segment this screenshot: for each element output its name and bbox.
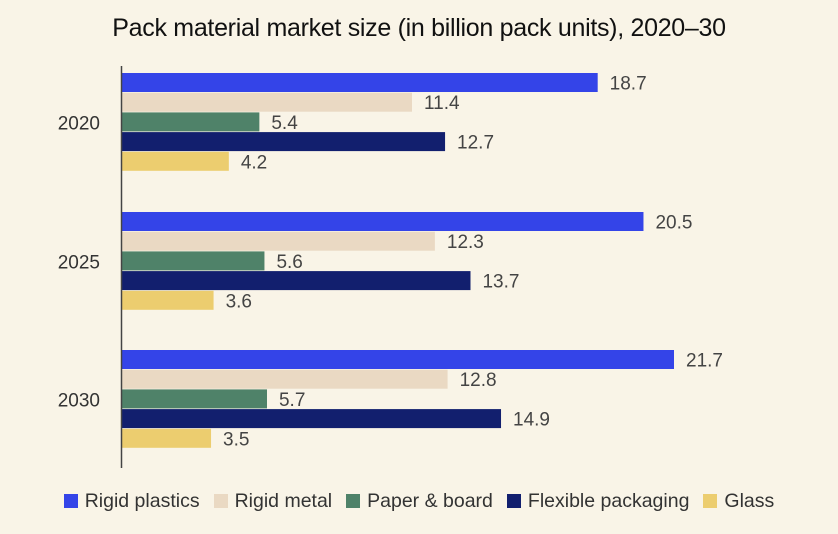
category-label-2020: 2020	[58, 113, 100, 134]
bar-paper-board-2020	[122, 112, 260, 132]
legend-swatch-rigid-plastics	[63, 494, 78, 508]
legend-label-paper-board: Paper & board	[367, 489, 493, 512]
bar-rigid-metal-2025	[122, 231, 435, 251]
legend-swatch-glass	[703, 494, 718, 508]
bar-rigid-metal-2030	[122, 369, 448, 389]
data-label-glass-2030: 3.5	[223, 429, 249, 450]
legend-label-flexible-packaging: Flexible packaging	[527, 489, 690, 512]
bar-rigid-plastics-2030	[122, 350, 674, 369]
legend-swatch-rigid-metal	[213, 494, 228, 508]
data-label-glass-2025: 3.6	[226, 291, 252, 312]
bar-rigid-plastics-2020	[122, 73, 598, 92]
data-label-rigid-plastics-2020: 18.7	[610, 74, 647, 95]
data-label-glass-2020: 4.2	[241, 152, 267, 173]
data-label-flexible-packaging-2025: 13.7	[482, 272, 519, 293]
bar-paper-board-2025	[122, 251, 265, 271]
legend-label-rigid-plastics: Rigid plastics	[84, 489, 200, 512]
data-label-rigid-plastics-2030: 21.7	[686, 351, 723, 372]
bar-glass-2020	[122, 151, 229, 171]
category-label-2030: 2030	[58, 390, 100, 411]
bar-rigid-metal-2020	[122, 92, 412, 112]
data-label-paper-board-2020: 5.4	[271, 113, 298, 134]
legend-swatch-flexible-packaging	[506, 494, 521, 508]
data-label-paper-board-2030: 5.7	[279, 390, 305, 411]
data-label-paper-board-2025: 5.6	[276, 252, 302, 273]
data-label-rigid-metal-2025: 12.3	[447, 232, 484, 253]
legend-item-glass: Glass	[703, 490, 774, 513]
bar-glass-2030	[122, 428, 212, 448]
bar-glass-2025	[122, 290, 214, 310]
bar-rigid-plastics-2025	[122, 212, 644, 231]
bar-flexible-packaging-2020	[122, 132, 446, 152]
data-label-rigid-plastics-2025: 20.5	[655, 213, 692, 234]
legend-item-paper-board: Paper & board	[346, 490, 493, 513]
category-label-2025: 2025	[58, 252, 100, 273]
legend-item-rigid-metal: Rigid metal	[213, 489, 333, 513]
bar-flexible-packaging-2025	[122, 271, 471, 291]
chart-title: Pack material market size (in billion pa…	[112, 14, 726, 42]
legend-swatch-paper-board	[346, 494, 361, 508]
bar-flexible-packaging-2030	[122, 409, 502, 429]
data-label-rigid-metal-2030: 12.8	[460, 370, 497, 391]
legend-label-rigid-metal: Rigid metal	[234, 489, 333, 512]
legend-label-glass: Glass	[724, 489, 775, 512]
legend-item-flexible-packaging: Flexible packaging	[506, 489, 690, 513]
data-label-flexible-packaging-2030: 14.9	[513, 410, 550, 431]
data-label-flexible-packaging-2020: 12.7	[457, 133, 494, 154]
bar-paper-board-2030	[122, 389, 267, 409]
chart-legend: Rigid plastics Rigid metal Paper & board Fl…	[0, 486, 838, 516]
data-label-rigid-metal-2020: 11.4	[424, 93, 460, 114]
legend-item-rigid-plastics: Rigid plastics	[63, 489, 200, 513]
